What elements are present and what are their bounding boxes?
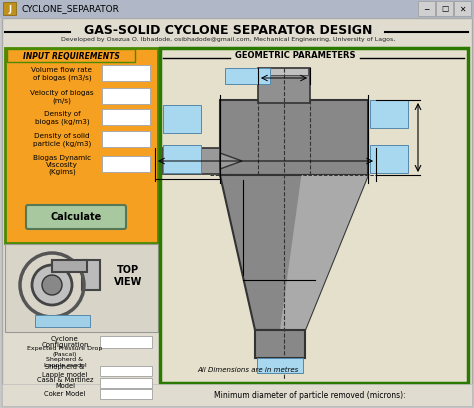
- Text: Coker Model: Coker Model: [44, 391, 86, 397]
- Bar: [163, 145, 201, 173]
- Bar: [0, 0, 474, 18]
- Bar: [102, 156, 150, 172]
- Text: Developed by Osezua O. Ibhadode, osibhadode@gmail.com, Mechanical Engineering, U: Developed by Osezua O. Ibhadode, osibhad…: [61, 38, 395, 42]
- Text: Calculate: Calculate: [50, 212, 101, 222]
- FancyBboxPatch shape: [26, 205, 126, 229]
- Text: Biogas Dynamic
Viscosity
(Kgims): Biogas Dynamic Viscosity (Kgims): [33, 155, 91, 175]
- Text: ✕: ✕: [459, 4, 465, 13]
- Circle shape: [42, 275, 62, 295]
- Text: Casai & Martinez
Model: Casai & Martinez Model: [37, 377, 93, 390]
- Bar: [82, 260, 100, 290]
- Bar: [7, 49, 135, 62]
- Text: Cyclone
Configuration: Cyclone Configuration: [41, 335, 89, 348]
- Text: GEOMETRIC PARAMETERS: GEOMETRIC PARAMETERS: [235, 51, 355, 60]
- Bar: [257, 358, 303, 373]
- Polygon shape: [220, 175, 368, 330]
- Bar: [100, 389, 152, 399]
- Text: Density of
biogas (kg/m3): Density of biogas (kg/m3): [35, 111, 89, 125]
- Text: Expected Pressure Drop
(Pascal)
Shepherd &
Lapple model: Expected Pressure Drop (Pascal) Shepherd…: [27, 346, 103, 368]
- Text: TOP
VIEW: TOP VIEW: [114, 265, 142, 287]
- Text: Minimum diameter of particle removed (microns):: Minimum diameter of particle removed (mi…: [214, 390, 406, 399]
- Text: INPUT REQUIREMENTS: INPUT REQUIREMENTS: [23, 51, 119, 60]
- Bar: [35, 315, 90, 327]
- Bar: [255, 330, 305, 358]
- Bar: [258, 68, 310, 103]
- Bar: [100, 378, 152, 388]
- Bar: [102, 65, 150, 81]
- Text: Velocity of biogas
(m/s): Velocity of biogas (m/s): [30, 90, 94, 104]
- Bar: [5, 244, 158, 332]
- Bar: [454, 1, 471, 16]
- Bar: [5, 48, 158, 243]
- Text: J: J: [8, 4, 11, 13]
- Bar: [163, 105, 201, 133]
- Bar: [102, 109, 150, 125]
- Bar: [370, 145, 408, 173]
- Text: Volume flow rate
of biogas (m3/s): Volume flow rate of biogas (m3/s): [31, 67, 92, 81]
- Bar: [220, 100, 368, 175]
- Bar: [418, 1, 435, 16]
- Bar: [160, 48, 468, 383]
- Text: □: □: [441, 4, 448, 13]
- Bar: [260, 68, 308, 75]
- Text: Density of solid
particle (kg/m3): Density of solid particle (kg/m3): [33, 133, 91, 147]
- Text: CYCLONE_SEPARATOR: CYCLONE_SEPARATOR: [22, 4, 120, 13]
- Bar: [100, 366, 152, 376]
- Text: GAS-SOLID CYCLONE SEPARATOR DESIGN: GAS-SOLID CYCLONE SEPARATOR DESIGN: [84, 24, 372, 36]
- Bar: [3, 2, 16, 15]
- Text: Shepherd &
Lapple model: Shepherd & Lapple model: [42, 364, 88, 377]
- Polygon shape: [280, 175, 368, 330]
- Bar: [225, 68, 270, 84]
- Bar: [163, 148, 220, 174]
- Bar: [102, 88, 150, 104]
- Bar: [52, 260, 87, 272]
- Polygon shape: [220, 153, 242, 169]
- Bar: [436, 1, 453, 16]
- Bar: [102, 131, 150, 147]
- Bar: [100, 336, 152, 348]
- Circle shape: [32, 265, 72, 305]
- Bar: [370, 100, 408, 128]
- Bar: [2, 384, 472, 406]
- Text: ─: ─: [424, 4, 429, 13]
- Text: All Dimensions are in metres: All Dimensions are in metres: [197, 367, 299, 373]
